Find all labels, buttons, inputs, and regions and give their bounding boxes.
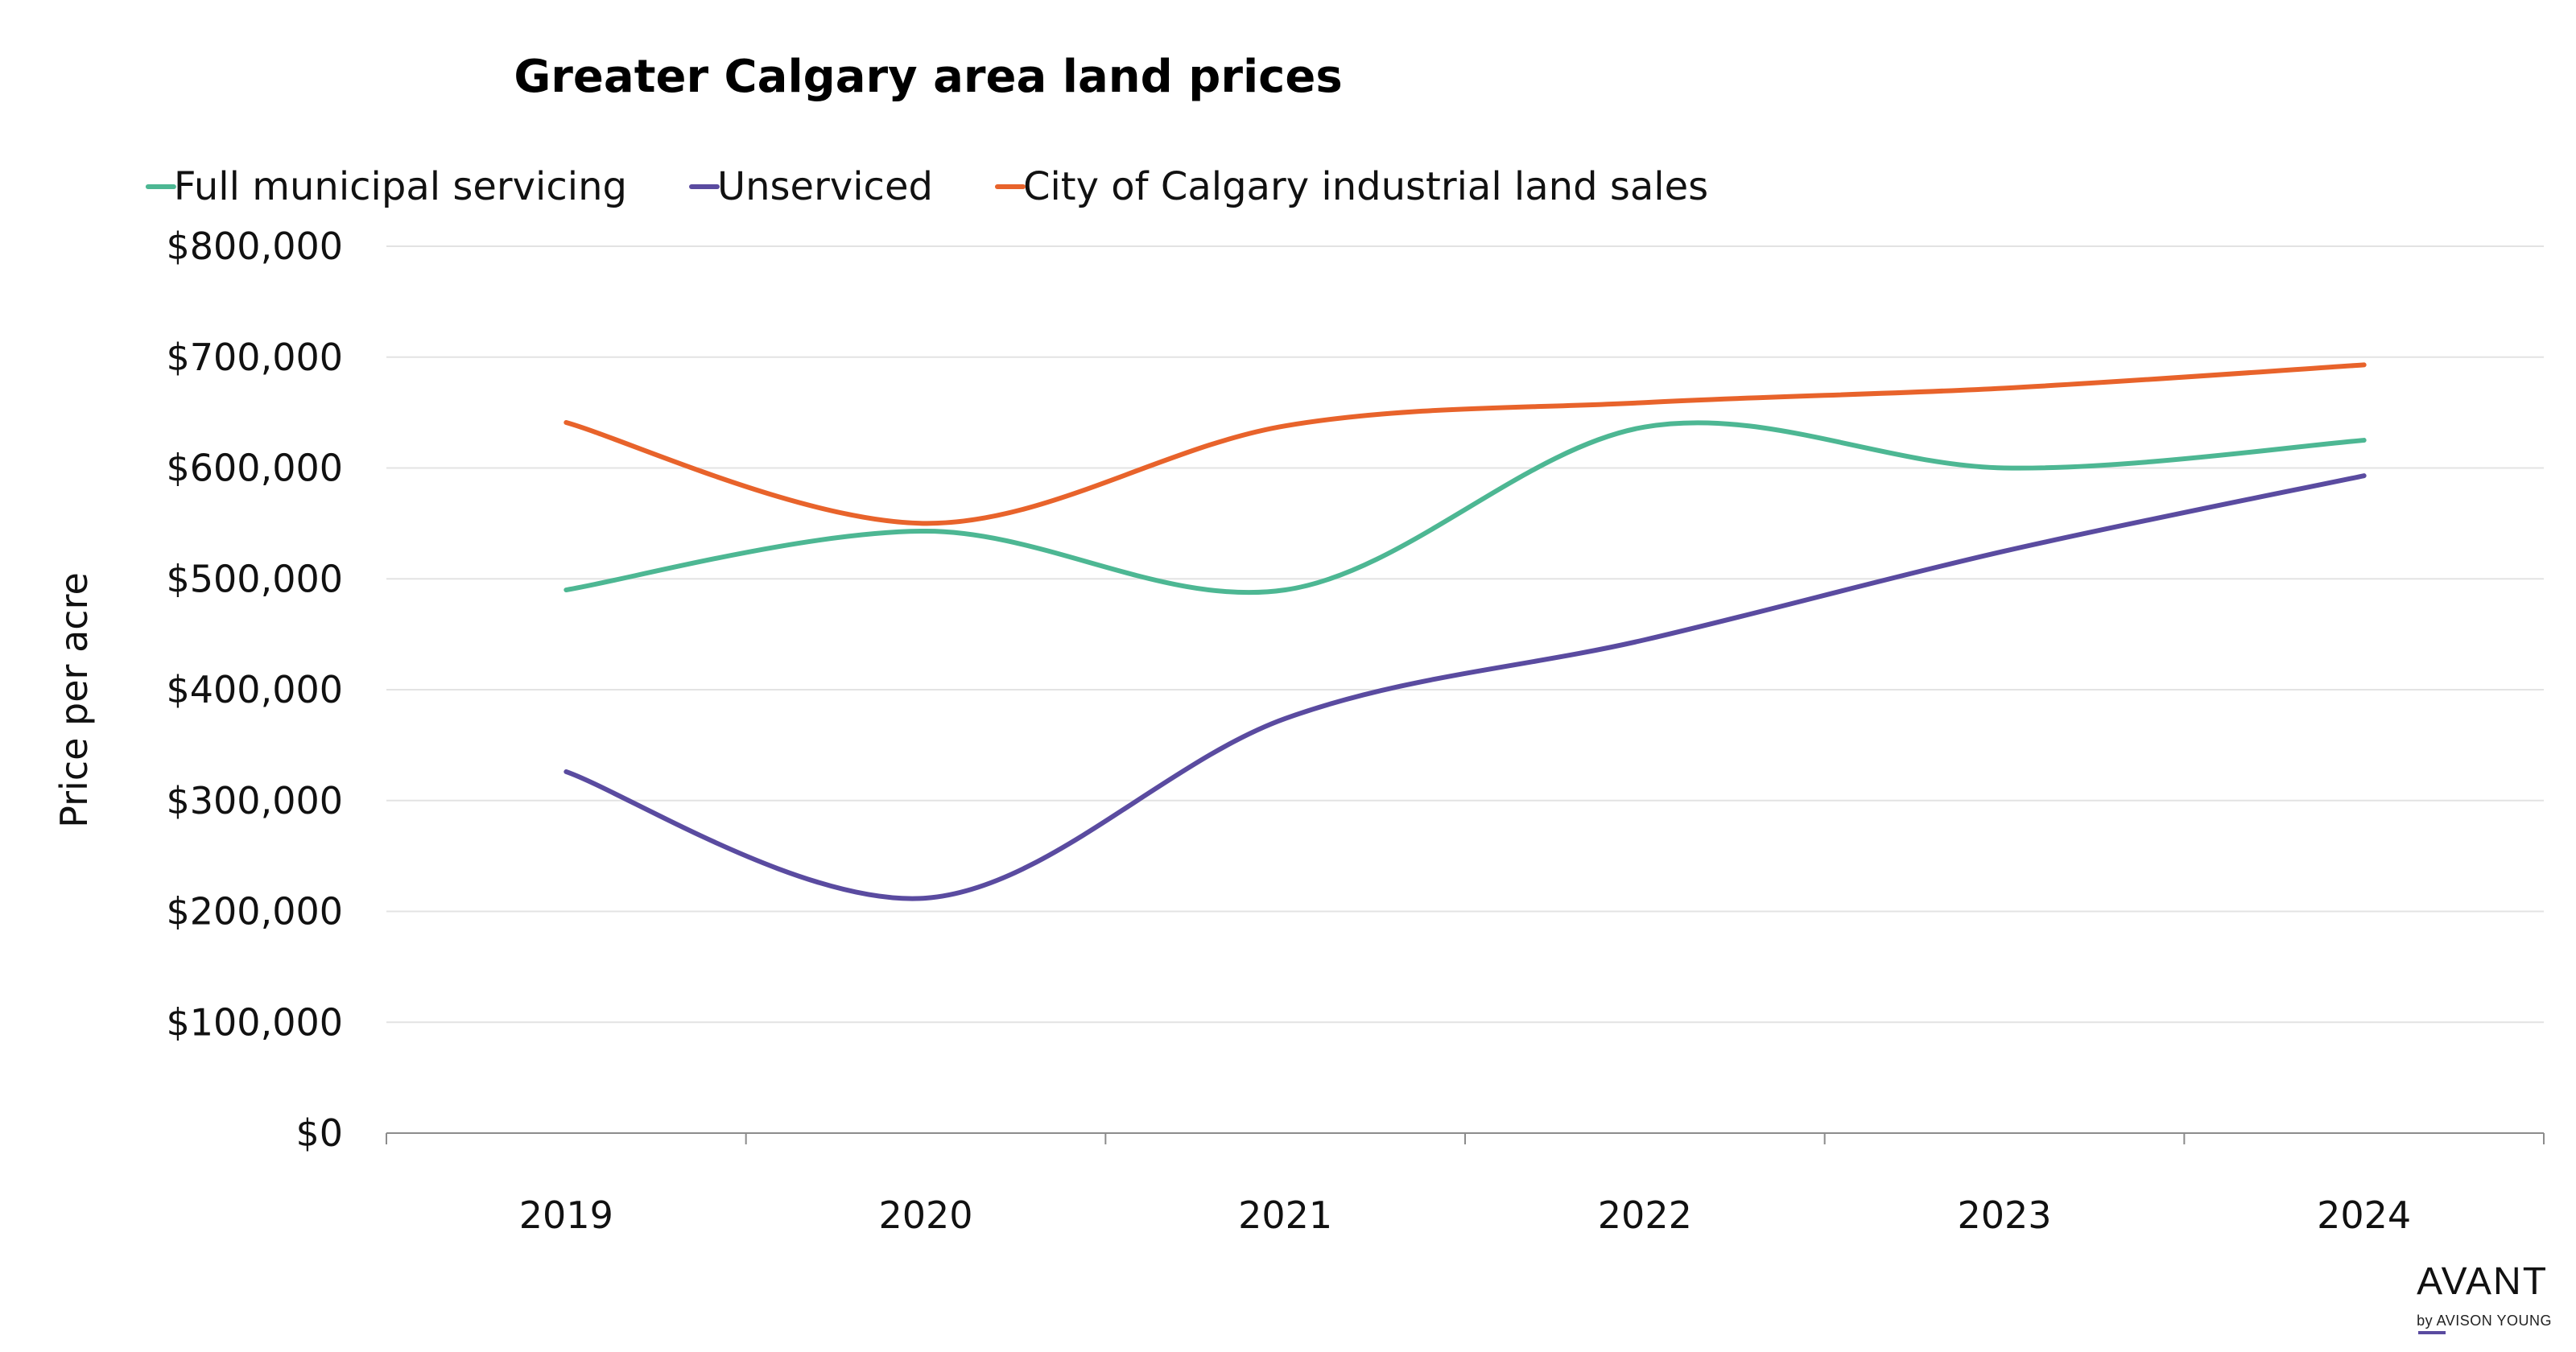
y-tick-label: $100,000 <box>167 1000 344 1044</box>
x-tick-label: 2023 <box>1957 1193 2051 1237</box>
gridlines <box>386 245 2544 1024</box>
y-tick-label: $0 <box>295 1111 343 1155</box>
y-axis-label: Price per acre <box>52 572 96 828</box>
x-tick-label: 2020 <box>878 1193 972 1237</box>
legend-label-1: Full municipal servicing <box>174 164 627 209</box>
x-tick-label: 2024 <box>2317 1193 2411 1237</box>
series-line-2 <box>564 473 2367 901</box>
brand-underline <box>2418 1331 2446 1334</box>
brand-name: AVANT <box>2417 1260 2549 1303</box>
y-tick-label: $300,000 <box>167 779 344 822</box>
y-tick-label: $700,000 <box>167 336 344 379</box>
y-tick-label: $200,000 <box>167 890 344 934</box>
series-line-3 <box>564 362 2367 526</box>
brand-logo: AVANT by AVISON YOUNG <box>2417 1260 2552 1334</box>
series-line-1 <box>564 420 2367 596</box>
series-lines <box>564 362 2367 901</box>
legend-label-2: Unserviced <box>717 164 933 209</box>
x-tick-label: 2019 <box>519 1193 613 1237</box>
legend-label-3: City of Calgary industrial land sales <box>1023 164 1708 209</box>
brand-subtitle: by AVISON YOUNG <box>2417 1313 2552 1329</box>
y-axis: $0 $100,000 $200,000 $300,000 $400,000 $500,0… <box>167 225 344 1155</box>
chart-title: Greater Calgary area land prices <box>514 51 1342 103</box>
y-tick-label: $800,000 <box>167 225 344 268</box>
x-axis: 2019 2020 2021 2022 2023 2024 <box>386 1132 2545 1237</box>
y-tick-label: $400,000 <box>167 668 344 711</box>
y-tick-label: $500,000 <box>167 557 344 600</box>
legend: Full municipal servicing Unserviced City o… <box>145 164 1708 209</box>
y-tick-label: $600,000 <box>167 447 344 490</box>
x-tick-label: 2021 <box>1238 1193 1332 1237</box>
x-tick-label: 2022 <box>1598 1193 1692 1237</box>
